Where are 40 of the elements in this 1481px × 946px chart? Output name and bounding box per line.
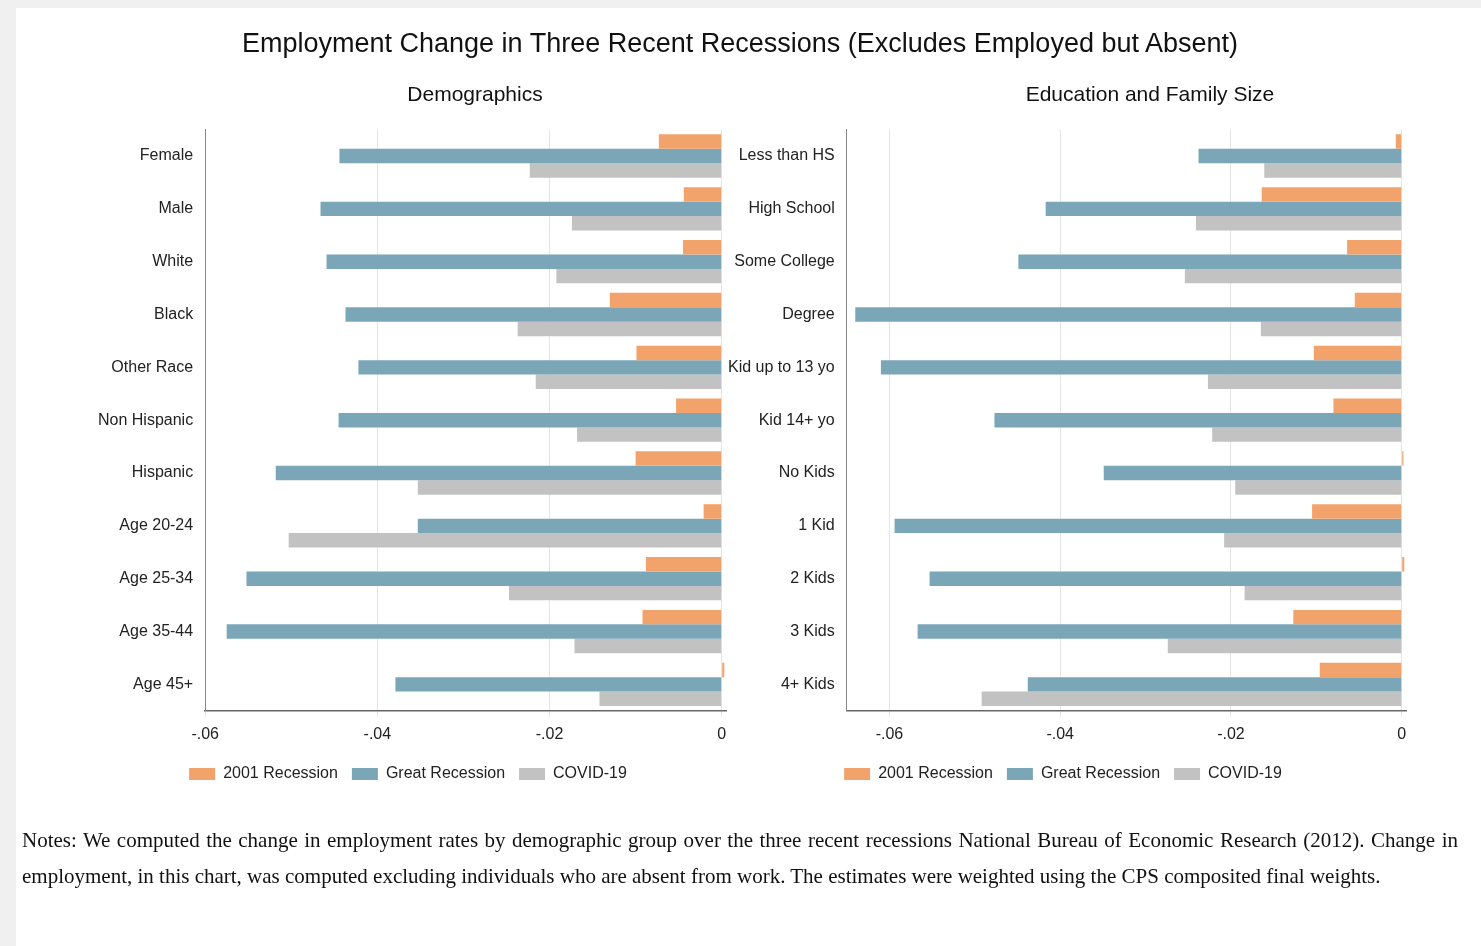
y-tick-label: Female bbox=[139, 146, 194, 164]
legend-label: Great Recession bbox=[1040, 764, 1161, 782]
text: Notes: We computed the change in employment rates by demographic group over the three recent recessions National Bureau of Economic Research (2012). Change in employment, in this chart, was computed excluding individuals who are absent from work. The estimates were weighted using the CPS composited final weights. bbox=[22, 827, 1458, 890]
y-tick-label: Other Race bbox=[111, 357, 194, 375]
y-tick-label: Age 35-44 bbox=[119, 621, 194, 639]
legend-label: COVID-19 bbox=[553, 764, 627, 782]
x-tick-label: 0 bbox=[1397, 724, 1407, 742]
y-tick-label: Age 20-24 bbox=[119, 516, 194, 534]
x-tick-label: 0 bbox=[717, 724, 727, 742]
chart-subtitle: Demographics bbox=[406, 82, 544, 107]
y-tick-label: 2 Kids bbox=[790, 569, 835, 587]
y-tick-label: Non Hispanic bbox=[98, 410, 194, 428]
y-tick-label: 3 Kids bbox=[790, 621, 835, 639]
y-tick-label: Some College bbox=[734, 252, 835, 270]
y-tick-label: Black bbox=[154, 304, 195, 322]
y-tick-label: Hispanic bbox=[131, 463, 194, 481]
legend-label: 2001 Recession bbox=[223, 764, 338, 782]
y-tick-label: Age 45+ bbox=[133, 674, 194, 692]
y-tick-label: White bbox=[152, 252, 194, 270]
x-tick-label: -.04 bbox=[363, 724, 392, 742]
chart-title: Employment Change in Three Recent Recessions (Excludes Employed but Absent) bbox=[241, 28, 1239, 59]
y-tick-label: Age 25-34 bbox=[119, 569, 194, 587]
y-tick-label: Kid 14+ yo bbox=[758, 410, 835, 428]
y-tick-label: High School bbox=[748, 199, 835, 217]
y-tick-label: Kid up to 13 yo bbox=[727, 357, 835, 375]
y-tick-label: Less than HS bbox=[738, 146, 835, 164]
chart-subtitle: Education and Family Size bbox=[1024, 82, 1276, 107]
y-tick-label: 4+ Kids bbox=[780, 674, 835, 692]
legend-label: COVID-19 bbox=[1208, 764, 1282, 782]
y-tick-label: No Kids bbox=[778, 463, 835, 481]
y-tick-label: Male bbox=[158, 199, 194, 217]
x-tick-label: -.02 bbox=[535, 724, 564, 742]
x-tick-label: -.04 bbox=[1046, 724, 1075, 742]
legend-label: Great Recession bbox=[385, 764, 506, 782]
y-tick-label: Degree bbox=[782, 304, 835, 322]
y-tick-label: 1 Kid bbox=[798, 516, 835, 534]
x-tick-label: -.06 bbox=[191, 724, 220, 742]
legend-label: 2001 Recession bbox=[878, 764, 993, 782]
x-tick-label: -.02 bbox=[1217, 724, 1245, 742]
x-tick-label: -.06 bbox=[875, 724, 904, 742]
